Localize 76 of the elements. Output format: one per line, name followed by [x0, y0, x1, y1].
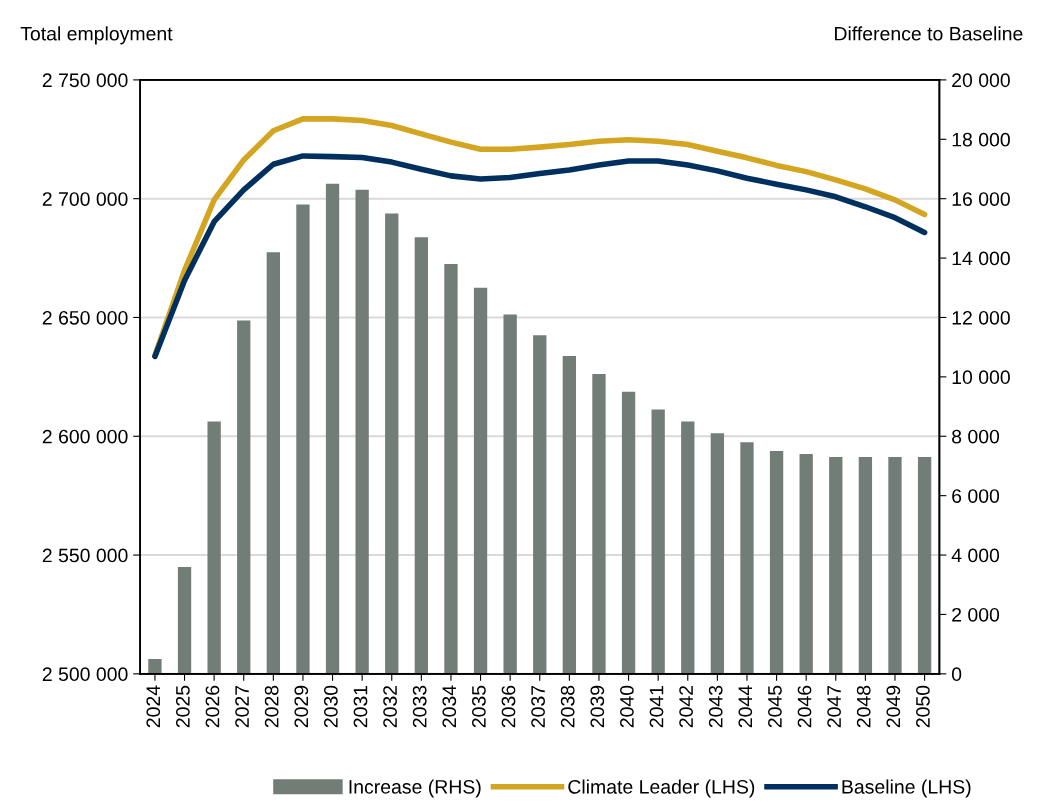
y2-tick-label: 14 000: [952, 251, 1010, 266]
legend-label: Increase (RHS): [349, 779, 481, 798]
bar: [503, 314, 517, 674]
bar: [740, 442, 754, 674]
y-tick-label: 2 500 000: [42, 667, 128, 682]
x-tick-label: 2034: [442, 685, 457, 728]
bar: [533, 335, 547, 674]
x-tick-label: 2044: [738, 685, 753, 728]
x-tick-label: 2045: [768, 685, 782, 728]
x-tick-label: 2046: [797, 685, 812, 728]
y-tick-label: 2 650 000: [42, 310, 128, 325]
bar: [414, 237, 429, 674]
x-tick-label: 2048: [856, 685, 871, 728]
y-tick-label: 2 700 000: [42, 192, 128, 206]
x-tick-label: 2050: [916, 685, 930, 728]
legend-label: Baseline (LHS): [842, 779, 971, 798]
y2-tick-label: 10 000: [952, 370, 1010, 385]
x-tick-label: 2031: [353, 685, 368, 728]
bar: [237, 320, 251, 674]
legend-label: Climate Leader (LHS): [568, 779, 755, 798]
x-tick-label: 2032: [383, 685, 397, 728]
x-tick-label: 2025: [175, 685, 190, 728]
x-tick-label: 2028: [264, 685, 279, 728]
bar: [769, 451, 784, 674]
x-tick-label: 2047: [827, 685, 841, 728]
bar: [710, 433, 725, 674]
x-tick-label: 2037: [531, 685, 545, 728]
x-tick-label: 2038: [560, 685, 575, 728]
y2-tick-label: 6 000: [952, 489, 1000, 503]
x-tick-label: 2026: [205, 685, 220, 728]
y2-tick-label: 0: [951, 667, 962, 682]
y2-tick-label: 16 000: [952, 192, 1010, 206]
bar: [296, 204, 310, 674]
y2-tick-label: 20 000: [952, 73, 1010, 88]
y-tick-label: 2 550 000: [42, 548, 128, 563]
x-tick-label: 2040: [620, 685, 634, 728]
y2-axis-title: Difference to Baseline: [835, 26, 1023, 41]
bar: [681, 421, 695, 674]
x-tick-label: 2027: [235, 685, 249, 728]
bar: [917, 457, 932, 674]
bar: [177, 566, 192, 674]
bar: [207, 421, 221, 674]
bar: [325, 183, 340, 674]
bar: [888, 457, 902, 674]
x-tick-label: 2033: [412, 685, 427, 728]
bar: [592, 373, 606, 674]
x-tick-label: 2043: [708, 685, 723, 728]
bar: [355, 189, 369, 674]
x-tick-label: 2036: [501, 685, 516, 728]
bar: [621, 391, 636, 674]
y2-tick-label: 18 000: [952, 132, 1010, 147]
bar: [473, 287, 488, 674]
bar: [266, 252, 280, 674]
x-tick-label: 2029: [294, 685, 309, 728]
bar: [148, 659, 162, 674]
y2-tick-label: 4 000: [951, 548, 1000, 563]
y2-tick-label: 8 000: [952, 429, 1000, 444]
x-tick-label: 2039: [590, 685, 605, 728]
x-tick-label: 2024: [146, 685, 161, 728]
bar: [799, 454, 813, 674]
x-tick-label: 2042: [679, 685, 693, 728]
y2-tick-label: 12 000: [952, 310, 1010, 325]
bar: [651, 409, 665, 674]
bar: [562, 356, 577, 674]
bar: [858, 457, 873, 674]
y-tick-label: 2 600 000: [42, 429, 128, 444]
y2-tick-label: 2 000: [952, 607, 1000, 622]
y-axis-title: Total employment: [20, 26, 173, 45]
x-tick-label: 2049: [886, 685, 901, 728]
y-tick-label: 2 750 000: [42, 73, 128, 88]
x-tick-label: 2041: [649, 685, 664, 728]
x-tick-label: 2035: [472, 685, 486, 728]
x-tick-label: 2030: [323, 685, 338, 728]
bar: [444, 264, 458, 674]
bar: [385, 213, 399, 674]
bar: [829, 457, 843, 674]
